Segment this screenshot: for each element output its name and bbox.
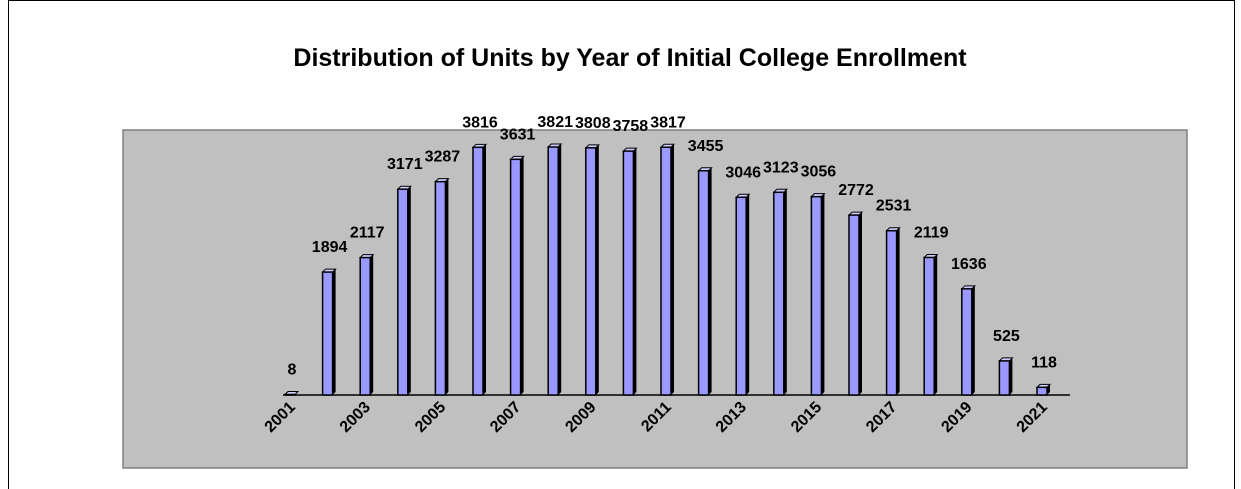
value-label: 3056 [801, 164, 837, 181]
bar [622, 150, 635, 396]
bar [585, 147, 597, 396]
value-label: 3631 [500, 126, 536, 143]
value-label: 3287 [425, 149, 461, 166]
value-label: 3758 [613, 118, 649, 135]
bar [697, 170, 710, 396]
value-label: 525 [993, 328, 1020, 345]
value-label: 1894 [312, 239, 348, 256]
value-label: 3808 [575, 115, 611, 132]
bar [660, 146, 672, 396]
value-label: 2772 [838, 182, 874, 199]
value-label: 3171 [387, 156, 423, 173]
value-label: 2117 [350, 225, 385, 242]
value-label: 3821 [537, 114, 573, 131]
value-label: 8 [288, 361, 297, 378]
bar [885, 229, 898, 396]
bar [773, 191, 785, 396]
bar [359, 256, 371, 396]
bar [321, 271, 334, 396]
value-label: 2531 [876, 198, 912, 215]
bar [509, 158, 522, 396]
bar [961, 288, 973, 396]
bar [923, 256, 935, 396]
value-label: 3816 [462, 114, 498, 131]
value-label: 3455 [688, 138, 724, 155]
bar [735, 196, 747, 396]
value-label: 2119 [914, 224, 949, 241]
value-label: 3817 [650, 114, 686, 131]
bar [472, 146, 484, 396]
bar [547, 146, 559, 396]
bar [848, 214, 860, 396]
bar [434, 180, 447, 396]
bar [284, 393, 296, 396]
value-label: 3123 [763, 159, 799, 176]
bar [397, 188, 409, 396]
value-label: 3046 [725, 164, 761, 181]
chart-title: Distribution of Units by Year of Initial… [293, 44, 967, 72]
value-label: 1636 [951, 256, 987, 273]
bar [1036, 386, 1048, 396]
bar [810, 195, 823, 396]
plot-area [122, 129, 1188, 469]
value-label: 118 [1031, 354, 1057, 371]
bar [998, 360, 1011, 396]
